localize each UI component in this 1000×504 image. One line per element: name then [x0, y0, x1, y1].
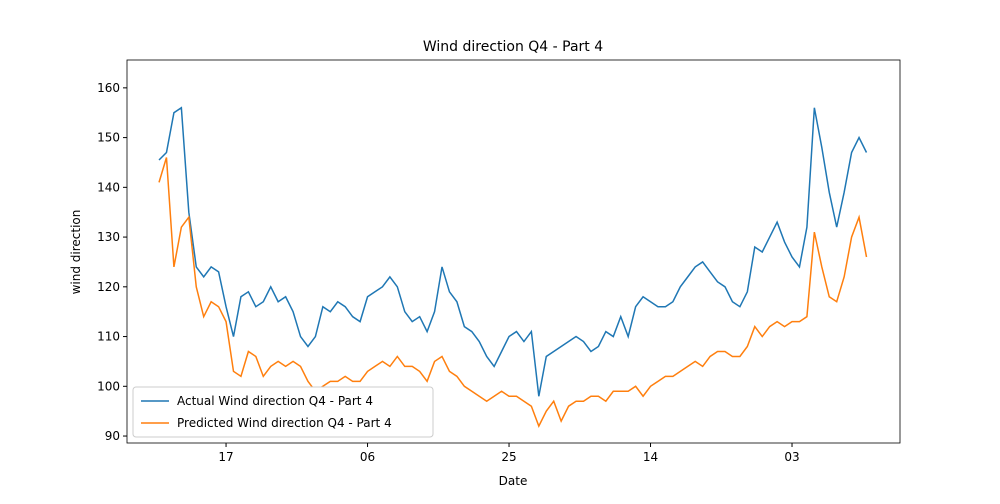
y-axis-label: wind direction — [69, 210, 83, 295]
y-tick-label: 140 — [97, 180, 120, 194]
x-tick-label: 17 — [218, 450, 233, 464]
y-tick-label: 110 — [97, 330, 120, 344]
legend-label: Predicted Wind direction Q4 - Part 4 — [177, 416, 392, 430]
plot-frame — [126, 59, 901, 444]
x-axis-label: Date — [499, 474, 528, 488]
y-tick-label: 150 — [97, 131, 120, 145]
y-tick-label: 100 — [97, 379, 120, 393]
y-tick-label: 120 — [97, 280, 120, 294]
legend-box — [132, 386, 434, 438]
x-tick-label: 14 — [643, 450, 658, 464]
x-tick-label: 03 — [784, 450, 799, 464]
y-tick-label: 130 — [97, 230, 120, 244]
x-tick-label: 06 — [360, 450, 375, 464]
y-tick-label: 160 — [97, 81, 120, 95]
data-line — [158, 157, 868, 428]
data-line — [158, 106, 868, 397]
legend-label: Actual Wind direction Q4 - Part 4 — [177, 394, 373, 408]
chart-title: Wind direction Q4 - Part 4 — [423, 39, 603, 55]
x-tick-label: 25 — [501, 450, 516, 464]
y-tick-label: 90 — [105, 429, 120, 443]
